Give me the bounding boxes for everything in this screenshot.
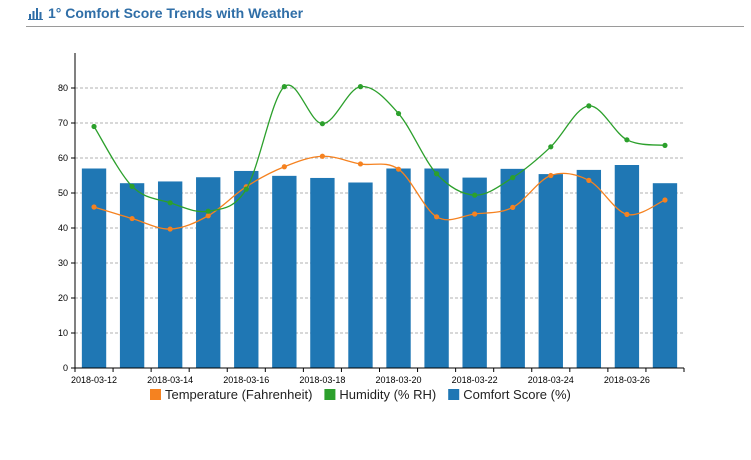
data-point: [395, 166, 402, 172]
data-point: [281, 164, 287, 170]
data-point: [91, 204, 97, 210]
x-tick-label: 2018-03-12: [71, 375, 117, 385]
y-tick-label: 60: [58, 153, 68, 163]
data-point: [548, 144, 554, 150]
bar: [500, 168, 525, 368]
data-point: [357, 161, 364, 167]
data-point: [433, 171, 440, 177]
data-point: [510, 175, 516, 181]
data-point: [319, 153, 326, 159]
data-point: [624, 137, 630, 143]
data-point: [662, 197, 668, 203]
data-point: [624, 211, 630, 217]
legend-label: Humidity (% RH): [339, 387, 436, 402]
bar: [157, 181, 183, 368]
legend-swatch: [150, 389, 161, 400]
data-point: [548, 172, 554, 179]
bar: [424, 168, 449, 368]
y-tick-label: 80: [58, 83, 68, 93]
data-point: [586, 103, 592, 109]
data-point: [662, 142, 668, 148]
data-point: [129, 183, 135, 189]
bar: [272, 175, 297, 368]
chart-header: 1° Comfort Score Trends with Weather: [26, 4, 744, 27]
bar: [462, 177, 487, 368]
line-series: [91, 84, 668, 232]
data-point: [433, 214, 440, 220]
y-tick-label: 50: [58, 188, 68, 198]
axes: 0 10 20 30 40 50 60 70 80 2018-03-12 2018-03-14 201…: [58, 53, 685, 385]
data-point: [472, 211, 478, 217]
x-tick-label: 2018-03-26: [604, 375, 650, 385]
bar: [652, 183, 678, 368]
x-tick-label: 2018-03-20: [376, 375, 422, 385]
data-point: [281, 84, 287, 90]
y-tick-label: 70: [58, 118, 68, 128]
y-tick-label: 10: [58, 328, 68, 338]
y-tick-label: 0: [63, 363, 68, 373]
page-title: 1° Comfort Score Trends with Weather: [48, 5, 304, 21]
legend-label: Comfort Score (%): [463, 387, 571, 402]
x-tick-label: 2018-03-16: [223, 375, 269, 385]
bar: [196, 177, 221, 368]
x-tick-label: 2018-03-18: [299, 375, 345, 385]
legend: Temperature (Fahrenheit) Humidity (% RH) C…: [150, 387, 571, 402]
bar: [386, 168, 411, 368]
x-tick-label: 2018-03-14: [147, 375, 193, 385]
data-point: [129, 215, 135, 222]
bar: [538, 174, 563, 368]
data-point: [395, 110, 402, 117]
bar-series: [81, 165, 678, 368]
bar-chart-icon: [28, 8, 43, 20]
legend-swatch: [448, 389, 460, 400]
legend-label: Temperature (Fahrenheit): [165, 387, 312, 402]
x-tick-label: 2018-03-24: [528, 375, 574, 385]
data-point: [91, 123, 97, 130]
bar: [81, 168, 107, 368]
x-tick-label: 2018-03-22: [452, 375, 498, 385]
legend-swatch: [324, 389, 336, 400]
data-point: [510, 204, 516, 210]
data-point: [319, 121, 326, 127]
bar: [614, 165, 640, 368]
y-tick-label: 20: [58, 293, 68, 303]
bar: [348, 182, 373, 368]
y-tick-label: 30: [58, 258, 68, 268]
data-point: [205, 213, 211, 219]
data-point: [205, 208, 211, 214]
data-point: [357, 84, 364, 90]
data-point: [167, 226, 173, 232]
data-point: [243, 186, 249, 192]
bar: [119, 183, 145, 368]
data-point: [167, 200, 173, 206]
series-line: [93, 84, 666, 213]
data-point: [586, 177, 592, 183]
bar: [234, 170, 259, 368]
series-line: [93, 155, 666, 230]
data-point: [472, 192, 478, 198]
bar: [310, 177, 335, 368]
y-tick-label: 40: [58, 223, 68, 233]
bar: [576, 169, 602, 368]
